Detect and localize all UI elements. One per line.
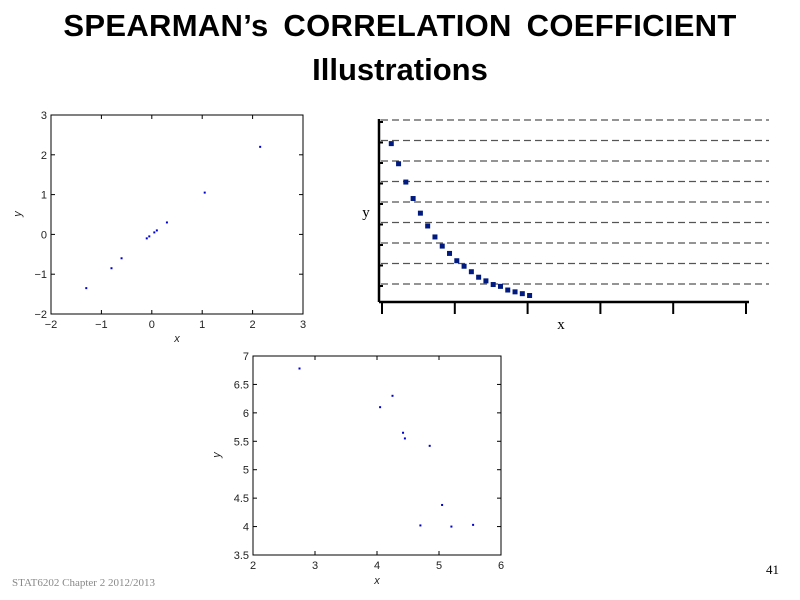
x-axis-label: x bbox=[173, 333, 180, 345]
plot-frame bbox=[252, 355, 502, 556]
x-tick-label: 3 bbox=[300, 319, 306, 331]
x-axis-label: x bbox=[557, 317, 565, 333]
y-axis-label: y bbox=[211, 451, 223, 459]
page-number: 41 bbox=[766, 562, 779, 577]
y-tick-label: 3 bbox=[41, 110, 47, 122]
data-point bbox=[441, 503, 444, 506]
x-tick-label: −1 bbox=[95, 319, 108, 331]
x-tick-label: 0 bbox=[149, 319, 155, 331]
y-tick-label: 6 bbox=[243, 408, 249, 420]
data-point bbox=[483, 278, 489, 284]
data-point bbox=[497, 283, 503, 289]
data-point bbox=[153, 231, 156, 234]
data-point bbox=[417, 210, 423, 216]
data-point bbox=[388, 141, 394, 147]
data-point bbox=[447, 250, 453, 256]
y-tick-label: 5 bbox=[243, 465, 249, 477]
data-point bbox=[439, 243, 445, 249]
data-point bbox=[403, 179, 409, 185]
y-tick-label: −2 bbox=[34, 309, 47, 321]
x-tick-label: 3 bbox=[312, 560, 318, 572]
data-point bbox=[461, 263, 467, 269]
data-point bbox=[490, 282, 496, 288]
data-point bbox=[505, 287, 511, 293]
data-point bbox=[120, 257, 123, 260]
data-point bbox=[450, 525, 453, 528]
data-point bbox=[148, 235, 151, 238]
data-point bbox=[155, 229, 158, 232]
data-point bbox=[391, 394, 394, 397]
y-tick-label: 5.5 bbox=[234, 436, 249, 448]
data-point bbox=[476, 274, 482, 280]
data-point bbox=[165, 221, 168, 224]
y-tick-label: 6.5 bbox=[234, 379, 249, 391]
footer-text: STAT6202 Chapter 2 2012/2013 bbox=[12, 577, 156, 589]
x-tick-label: 2 bbox=[250, 560, 256, 572]
data-point bbox=[298, 367, 301, 370]
x-tick-label: 2 bbox=[250, 319, 256, 331]
data-point bbox=[110, 267, 113, 270]
data-point bbox=[468, 269, 474, 275]
y-tick-label: 4 bbox=[243, 522, 249, 534]
data-point bbox=[203, 191, 206, 194]
y-axis-label: y bbox=[362, 205, 370, 221]
x-tick-label: 1 bbox=[199, 319, 205, 331]
data-point bbox=[472, 523, 475, 526]
y-axis-label: y bbox=[12, 210, 24, 218]
y-tick-label: 1 bbox=[41, 190, 47, 202]
x-tick-label: −2 bbox=[45, 319, 58, 331]
x-tick-label: 6 bbox=[498, 560, 504, 572]
x-axis-label: x bbox=[373, 575, 380, 587]
data-point bbox=[410, 196, 416, 202]
y-tick-label: 7 bbox=[243, 351, 249, 363]
data-point bbox=[259, 145, 262, 148]
y-tick-label: 3.5 bbox=[234, 550, 249, 562]
data-point bbox=[432, 234, 438, 240]
x-tick-label: 5 bbox=[436, 560, 442, 572]
data-point bbox=[419, 524, 422, 527]
slide-subtitle: Illustrations bbox=[312, 52, 488, 87]
slide-title: SPEARMAN’s CORRELATION COEFFICIENT bbox=[63, 8, 737, 43]
plot-frame bbox=[50, 114, 304, 315]
data-point bbox=[379, 406, 382, 409]
y-tick-label: 4.5 bbox=[234, 493, 249, 505]
x-tick-label: 4 bbox=[374, 560, 380, 572]
y-tick-label: −1 bbox=[34, 269, 47, 281]
data-point bbox=[402, 431, 405, 434]
data-point bbox=[85, 287, 88, 290]
data-point bbox=[425, 223, 431, 229]
y-tick-label: 2 bbox=[41, 150, 47, 162]
data-point bbox=[512, 289, 518, 295]
data-point bbox=[519, 291, 525, 297]
data-point bbox=[145, 237, 148, 240]
y-tick-label: 0 bbox=[41, 229, 47, 241]
data-point bbox=[527, 293, 533, 299]
data-point bbox=[403, 437, 406, 440]
data-point bbox=[396, 161, 402, 167]
data-point bbox=[454, 258, 460, 264]
data-point bbox=[428, 444, 431, 447]
